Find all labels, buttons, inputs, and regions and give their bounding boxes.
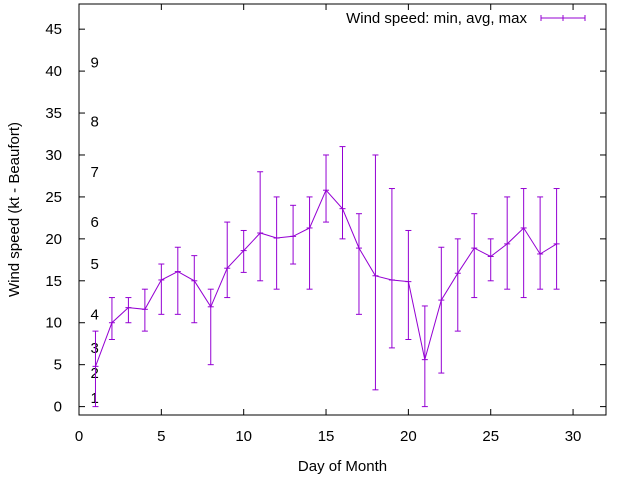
y-tick-label: 0 <box>54 399 62 416</box>
error-bar-point <box>339 146 346 240</box>
error-bar-point <box>405 229 412 341</box>
error-bar-point <box>306 196 313 290</box>
error-bar-point <box>257 171 264 282</box>
beaufort-label: 5 <box>90 256 98 273</box>
beaufort-label: 7 <box>90 164 98 181</box>
error-bar-point <box>108 297 115 341</box>
beaufort-label: 8 <box>90 113 98 130</box>
y-tick-label: 25 <box>45 189 62 206</box>
beaufort-label: 3 <box>90 340 98 357</box>
error-bar-point <box>520 188 527 299</box>
y-tick-label: 30 <box>45 147 62 164</box>
x-tick-label: 25 <box>482 428 499 445</box>
error-bar-point <box>290 204 297 265</box>
error-bar-point <box>421 305 428 408</box>
error-bar-point <box>240 229 247 273</box>
legend: Wind speed: min, avg, max <box>346 10 586 27</box>
y-tick-label: 35 <box>45 105 62 122</box>
y-tick-label: 20 <box>45 231 62 248</box>
beaufort-label: 2 <box>90 365 98 382</box>
error-bar-point <box>191 255 198 324</box>
error-bar-point <box>207 288 214 366</box>
error-bar-point <box>454 238 461 332</box>
y-axis-title: Wind speed (kt - Beaufort) <box>6 122 23 297</box>
error-bar-point <box>388 188 395 349</box>
error-bar-point <box>158 263 165 315</box>
error-bar-point <box>92 330 99 408</box>
y-tick-label: 15 <box>45 273 62 290</box>
x-tick-label: 20 <box>400 428 417 445</box>
error-bar-point <box>553 188 560 290</box>
legend-swatch <box>540 15 586 21</box>
x-axis-title: Day of Month <box>298 458 387 475</box>
error-bar-point <box>537 196 544 290</box>
error-bar-point <box>504 196 511 290</box>
error-bar-point <box>323 154 330 223</box>
error-bar-point <box>125 297 132 324</box>
x-tick-label: 10 <box>235 428 252 445</box>
error-bar-point <box>174 246 181 315</box>
error-bar-point <box>273 196 280 290</box>
beaufort-label: 1 <box>90 390 98 407</box>
plot-frame <box>78 3 607 416</box>
error-bar-point <box>355 213 362 315</box>
y-tick-label: 40 <box>45 63 62 80</box>
x-tick-label: 0 <box>75 428 83 445</box>
beaufort-label: 6 <box>90 214 98 231</box>
error-bar-point <box>471 213 478 299</box>
y-tick-label: 45 <box>45 21 62 38</box>
beaufort-label: 9 <box>90 55 98 72</box>
error-bar-point <box>487 238 494 282</box>
y-tick-label: 5 <box>54 357 62 374</box>
error-bar-point <box>372 154 379 391</box>
beaufort-labels: 1 2 3 4 5 6 7 8 9 <box>90 55 98 408</box>
error-bar-point <box>224 221 231 299</box>
x-tick-label: 15 <box>318 428 335 445</box>
error-bar-point <box>141 288 148 332</box>
plot-area <box>92 146 560 408</box>
beaufort-label: 4 <box>90 306 98 323</box>
x-tick-label: 5 <box>157 428 165 445</box>
y-tick-label: 10 <box>45 315 62 332</box>
legend-label: Wind speed: min, avg, max <box>346 10 527 27</box>
x-tick-label: 30 <box>565 428 582 445</box>
error-bar-point <box>438 246 445 374</box>
